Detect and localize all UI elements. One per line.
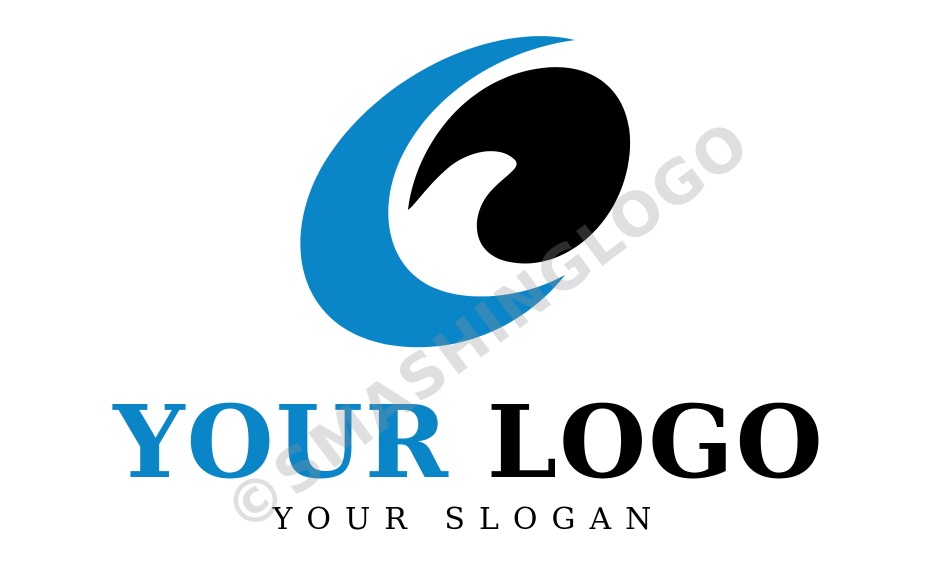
brand-name: YOUR LOGO <box>0 382 938 502</box>
brand-slogan: YOUR SLOGAN <box>272 502 666 537</box>
brand-word-your: YOUR <box>113 383 451 501</box>
black-wave-shape <box>408 67 631 264</box>
blue-crescent-shape <box>300 36 575 348</box>
brand-word-logo: LOGO <box>486 383 825 501</box>
